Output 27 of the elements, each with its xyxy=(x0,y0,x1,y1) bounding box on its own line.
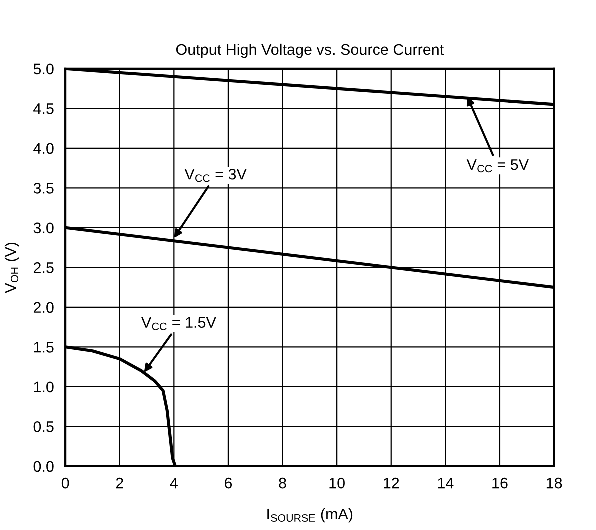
x-tick-label: 10 xyxy=(330,478,345,489)
x-tick-label: 6 xyxy=(224,478,232,489)
x-tick-label: 8 xyxy=(279,478,286,489)
y-tick-label: 0.5 xyxy=(34,422,54,432)
y-tick-label: 0.0 xyxy=(34,461,54,472)
annotation: V$_{CC}$ = 5V xyxy=(466,160,529,173)
x-tick-label: 4 xyxy=(170,478,178,489)
x-tick-label: 18 xyxy=(546,478,562,489)
y-tick-label: 5.0 xyxy=(34,64,54,75)
x-axis-title: I$_{SOURSE}$ (mA) xyxy=(268,508,353,523)
y-tick-label: 2.0 xyxy=(34,302,54,314)
x-tick-label: 16 xyxy=(492,478,508,489)
y-tick-label: 3.0 xyxy=(34,222,54,234)
x-tick-label: 2 xyxy=(116,478,124,489)
y-tick-label: 1.0 xyxy=(34,382,54,393)
annotation: V$_{CC}$ = 3V xyxy=(184,168,247,182)
y-tick-label: 2.5 xyxy=(34,262,54,274)
chart-title: Output High Voltage vs. Source Current xyxy=(176,44,444,58)
x-tick-label: 14 xyxy=(438,478,454,489)
y-tick-label: 4.5 xyxy=(34,104,54,114)
y-axis-title: V$_{OH}$ (V) xyxy=(4,242,20,294)
y-tick-label: 3.5 xyxy=(34,183,54,194)
y-tick-label: 1.5 xyxy=(34,342,54,353)
annotation: V$_{CC}$ = 1.5V xyxy=(142,317,216,330)
x-tick-label: 12 xyxy=(384,478,400,489)
x-tick-label: 0 xyxy=(62,478,70,489)
y-tick-label: 4.0 xyxy=(34,143,54,154)
